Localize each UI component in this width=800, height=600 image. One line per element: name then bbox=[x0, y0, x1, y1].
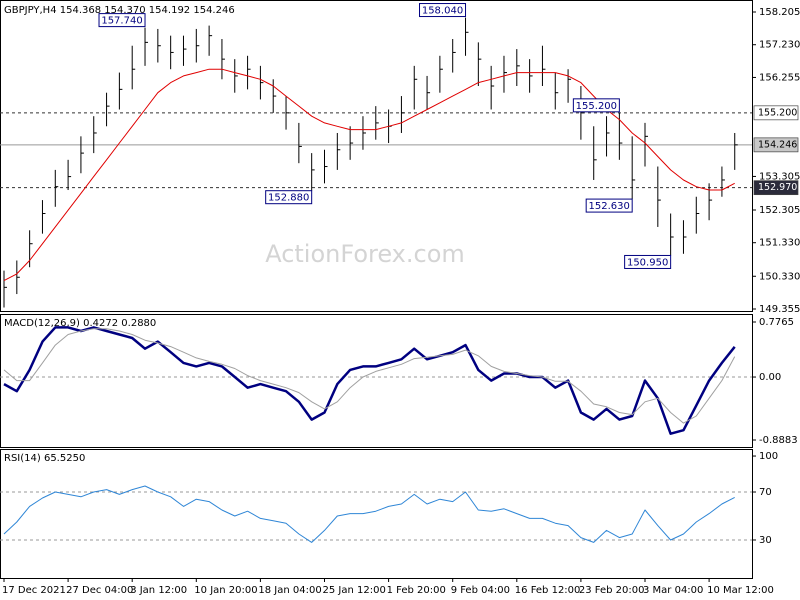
panel-frame bbox=[0, 314, 753, 448]
x-tick-label: 10 Jan 20:00 bbox=[194, 585, 257, 596]
y-tick-label: 152.305 bbox=[759, 205, 800, 216]
annotation-label: 157.740 bbox=[101, 16, 142, 27]
annotation-box bbox=[572, 98, 620, 113]
annotation-label: 150.950 bbox=[627, 257, 668, 268]
y-tick-label: 0.7765 bbox=[759, 317, 794, 328]
y-tick-label: 100 bbox=[759, 451, 778, 462]
annotation-label: 158.040 bbox=[422, 6, 463, 17]
y-tick-label: 156.255 bbox=[759, 72, 800, 83]
y-tick-label: 30 bbox=[759, 535, 772, 546]
y-tick-label: 151.330 bbox=[759, 238, 800, 249]
x-tick-label: 9 Feb 04:00 bbox=[451, 585, 510, 596]
panel-title: MACD(12,26,9) 0.4272 0.2880 bbox=[4, 318, 156, 329]
x-tick-label: 1 Feb 20:00 bbox=[387, 585, 446, 596]
y-tick-label: 153.305 bbox=[759, 171, 800, 182]
level-label: 152.970 bbox=[758, 182, 797, 193]
moving-average bbox=[3, 68, 735, 282]
annotation-label: 155.200 bbox=[576, 101, 617, 112]
indicator-line bbox=[3, 328, 736, 424]
y-tick-label: 0.00 bbox=[759, 372, 781, 383]
annotation-box bbox=[98, 13, 146, 28]
x-tick-label: 16 Feb 12:00 bbox=[515, 585, 581, 596]
indicator-line bbox=[3, 326, 736, 435]
x-tick-label: 25 Jan 12:00 bbox=[323, 585, 386, 596]
y-tick-label: 158.205 bbox=[759, 7, 800, 18]
x-tick-label: 23 Feb 20:00 bbox=[579, 585, 645, 596]
x-tick-label: 10 Mar 12:00 bbox=[707, 585, 774, 596]
level-label: 155.200 bbox=[758, 107, 797, 118]
annotation-label: 152.880 bbox=[268, 193, 309, 204]
x-tick-label: 27 Dec 04:00 bbox=[66, 585, 133, 596]
panel-title: RSI(14) 65.5250 bbox=[4, 453, 85, 464]
indicator-line bbox=[3, 485, 735, 543]
annotation-box bbox=[419, 3, 467, 18]
y-tick-label: -0.8883 bbox=[759, 435, 798, 446]
annotation-box bbox=[265, 190, 313, 205]
level-label-box bbox=[753, 137, 799, 153]
annotation-box bbox=[624, 254, 672, 269]
panel-frame bbox=[0, 0, 753, 312]
y-tick-label: 150.330 bbox=[759, 271, 800, 282]
y-tick-label: 70 bbox=[759, 487, 772, 498]
y-tick-label: 157.230 bbox=[759, 40, 800, 51]
x-tick-label: 3 Mar 04:00 bbox=[643, 585, 703, 596]
x-tick-label: 17 Dec 2021 bbox=[2, 585, 66, 596]
x-tick-label: 3 Jan 12:00 bbox=[130, 585, 187, 596]
x-tick-label: 18 Jan 04:00 bbox=[258, 585, 321, 596]
watermark: ActionForex.com bbox=[265, 240, 465, 268]
y-tick-label: 149.355 bbox=[759, 304, 800, 315]
annotation-label: 152.630 bbox=[589, 201, 630, 212]
level-label: 154.246 bbox=[758, 139, 797, 150]
chart-title: GBPJPY,H4 154.368 154.370 154.192 154.24… bbox=[4, 5, 235, 16]
level-label-box bbox=[753, 105, 799, 121]
level-label-box bbox=[753, 180, 799, 196]
annotation-box bbox=[585, 198, 633, 213]
panel-frame bbox=[0, 449, 753, 579]
